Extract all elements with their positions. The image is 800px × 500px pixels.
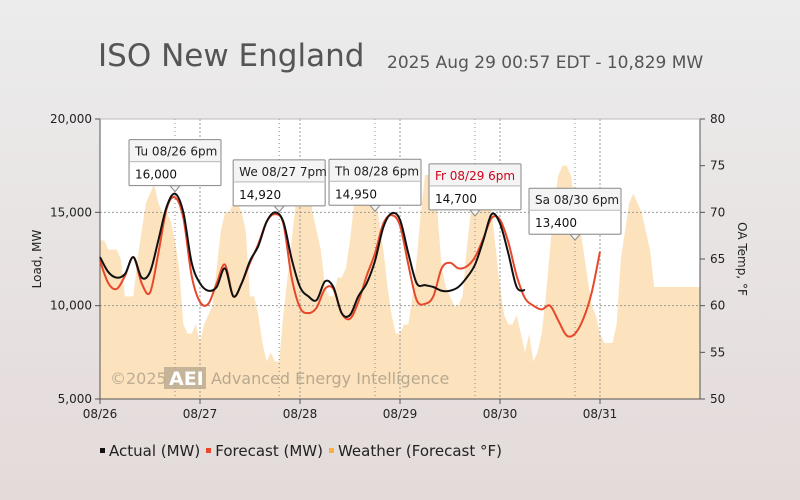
series-line-forecast <box>99 196 601 338</box>
annotation-value-bg-1 <box>234 182 325 205</box>
y2-tick-label-2: 60 <box>710 299 725 313</box>
legend-swatch-actual <box>100 448 105 453</box>
annotation-label-1: We 08/27 7pm <box>239 165 327 179</box>
annotation-value-bg-3 <box>430 186 520 209</box>
annotation-value-2: 14,950 <box>335 187 377 201</box>
annotation-value-bg-4 <box>530 211 620 234</box>
watermark-year: ©2025 <box>110 369 167 388</box>
annotation-value-1: 14,920 <box>239 188 281 202</box>
annotation-label-4: Sa 08/30 6pm <box>535 193 619 207</box>
annotation-value-0: 16,000 <box>135 168 177 182</box>
annotation-value-4: 13,400 <box>535 216 577 230</box>
legend-item-weather[interactable]: Weather (Forecast °F) <box>328 442 502 460</box>
y2-tick-label-1: 55 <box>710 345 725 359</box>
annotation-value-bg-2 <box>330 182 420 205</box>
x-tick-label-4: 08/30 <box>483 407 518 421</box>
y-tick-label-1: 10,000 <box>50 299 92 313</box>
legend-item-forecast[interactable]: Forecast (MW) <box>206 442 323 460</box>
x-tick-label-0: 08/26 <box>83 407 118 421</box>
chart-title: ISO New England <box>98 38 365 74</box>
y2-tick-label-5: 75 <box>710 159 725 173</box>
watermark-logo: AEI <box>169 368 204 390</box>
y-tick-label-2: 15,000 <box>50 205 92 219</box>
series-line-actual <box>99 192 526 318</box>
legend: Actual (MW) Forecast (MW) Weather (Forec… <box>100 442 502 460</box>
legend-label-weather: Weather (Forecast °F) <box>337 442 502 460</box>
y2-tick-label-0: 50 <box>710 392 725 406</box>
legend-item-actual[interactable]: Actual (MW) <box>100 442 200 460</box>
chart-subtitle: 2025 Aug 29 00:57 EDT - 10,829 MW <box>387 53 704 73</box>
annotation-value-3: 14,700 <box>435 192 477 206</box>
y2-tick-label-3: 65 <box>710 252 725 266</box>
x-tick-label-3: 08/29 <box>383 407 418 421</box>
watermark-company: Advanced Energy Intelligence <box>211 369 449 388</box>
watermark-logo-box <box>164 367 206 389</box>
annotation-label-2: Th 08/28 6pm <box>334 164 419 178</box>
y-tick-label-0: 5,000 <box>58 392 92 406</box>
legend-swatch-forecast <box>206 448 212 453</box>
legend-label-forecast: Forecast (MW) <box>215 442 323 460</box>
y2-axis-label: OA Temp, °F <box>735 222 749 296</box>
y-tick-label-3: 20,000 <box>50 112 92 126</box>
annotation-label-0: Tu 08/26 6pm <box>134 145 217 159</box>
x-tick-label-1: 08/27 <box>183 407 218 421</box>
y2-tick-label-4: 70 <box>710 205 725 219</box>
y2-tick-label-6: 80 <box>710 112 725 126</box>
legend-swatch-weather <box>328 448 334 453</box>
annotation-value-bg-0 <box>130 162 220 185</box>
x-tick-label-2: 08/28 <box>283 407 318 421</box>
weather-area <box>100 165 700 399</box>
y-axis-label: Load, MW <box>30 230 44 289</box>
x-tick-label-5: 08/31 <box>583 407 618 421</box>
legend-label-actual: Actual (MW) <box>109 442 201 460</box>
annotation-label-3: Fr 08/29 6pm <box>435 169 515 183</box>
